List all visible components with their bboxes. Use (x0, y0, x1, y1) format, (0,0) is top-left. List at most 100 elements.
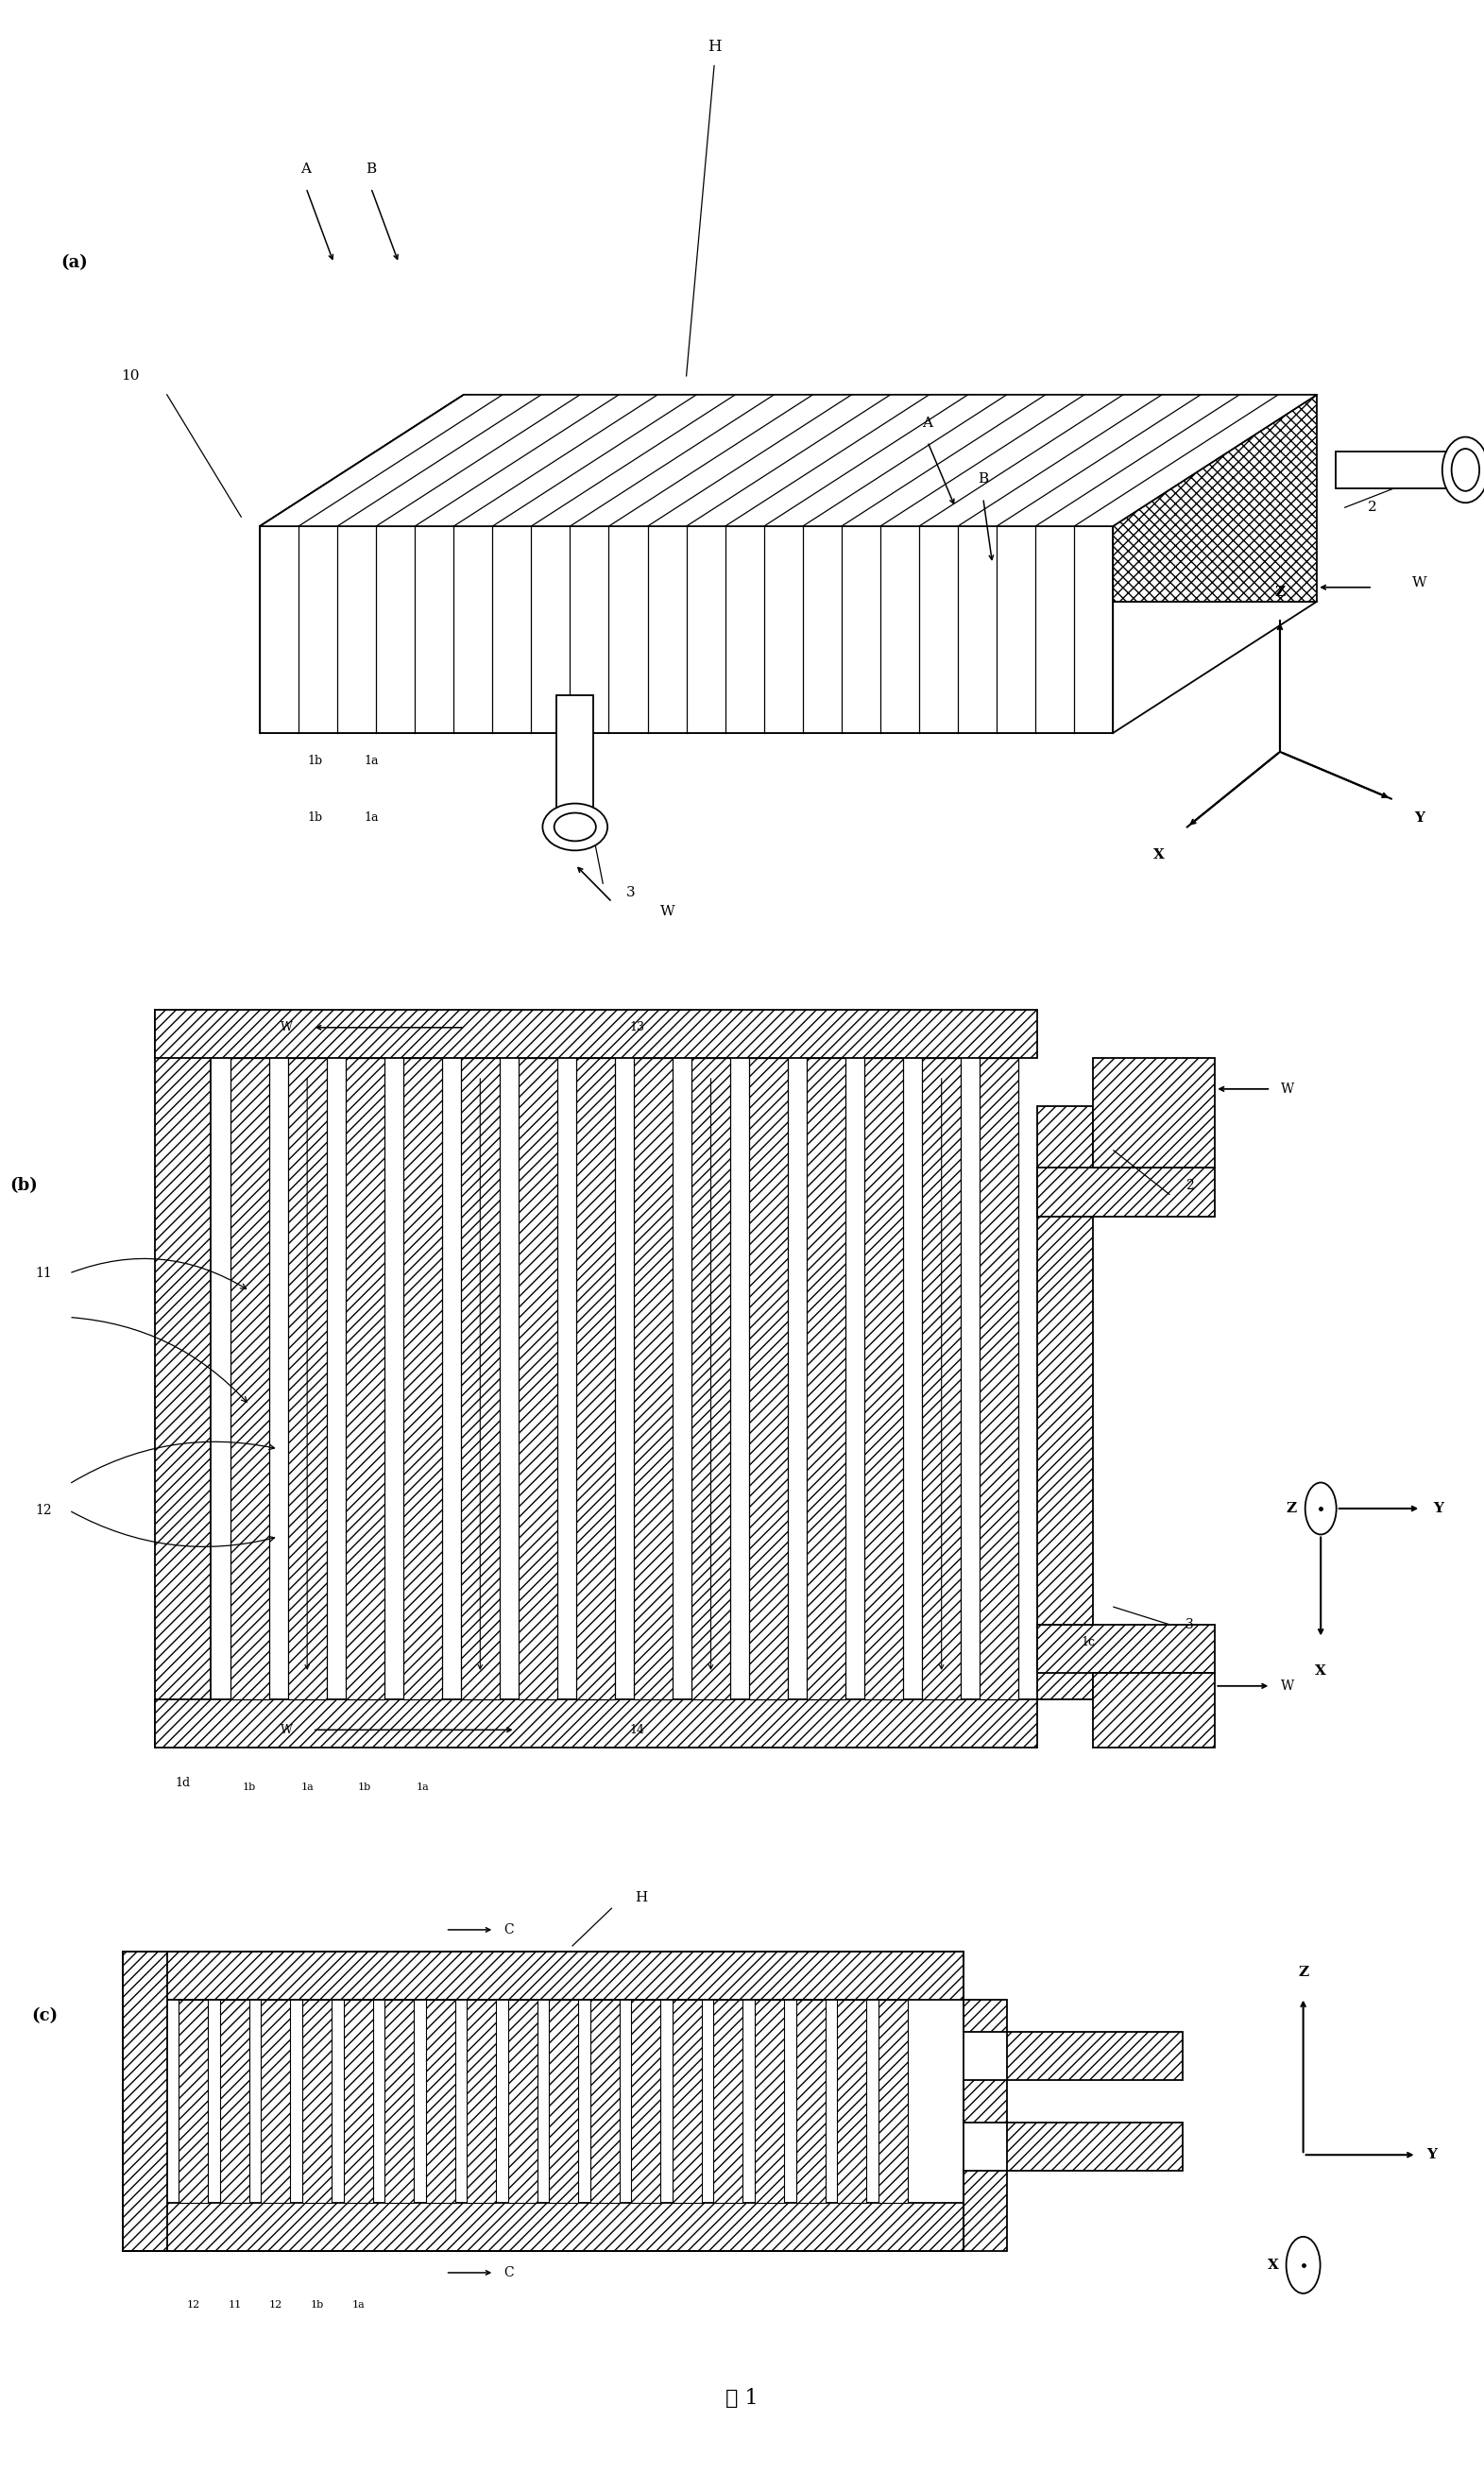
Text: B: B (365, 163, 377, 176)
Text: 3: 3 (626, 885, 635, 900)
Text: 13: 13 (629, 1021, 644, 1034)
Text: C: C (505, 2265, 513, 2280)
Bar (467, 1998, 496, 2203)
Bar (346, 1058, 384, 1699)
Bar (462, 1058, 500, 1699)
Bar (634, 1058, 672, 1699)
Text: 3: 3 (1186, 1617, 1193, 1632)
Text: 1a: 1a (364, 811, 378, 824)
Bar (963, 2171, 1008, 2250)
Text: (b): (b) (9, 1177, 37, 1194)
Bar (714, 1998, 743, 2203)
Text: Z: Z (1285, 1501, 1297, 1516)
Bar (220, 1998, 249, 2203)
Bar (807, 1058, 846, 1699)
Bar (303, 1998, 331, 2203)
Polygon shape (463, 396, 1318, 601)
Ellipse shape (554, 814, 597, 841)
Bar (1037, 1105, 1094, 1217)
Bar (230, 1058, 269, 1699)
Bar (261, 1998, 291, 2203)
Ellipse shape (1451, 448, 1480, 492)
Bar (1037, 1167, 1215, 1217)
Bar (865, 1058, 904, 1699)
Bar (123, 2203, 963, 2250)
Text: A: A (922, 415, 933, 430)
Text: (c): (c) (31, 2008, 58, 2023)
Bar (123, 1951, 963, 1998)
Text: Y: Y (1414, 811, 1425, 824)
Circle shape (1287, 2236, 1321, 2292)
Bar (404, 1058, 442, 1699)
Bar (879, 1998, 907, 2203)
Bar (963, 1998, 1008, 2033)
Ellipse shape (543, 804, 607, 851)
Bar (156, 1699, 1037, 1748)
Bar (1336, 450, 1466, 490)
Bar (576, 1058, 614, 1699)
Bar (1037, 1625, 1215, 1672)
Text: 11: 11 (229, 2300, 242, 2310)
Text: X: X (1315, 1664, 1327, 1677)
Text: 12: 12 (187, 2300, 200, 2310)
Text: 图 1: 图 1 (726, 2389, 758, 2409)
Text: 1b: 1b (307, 811, 324, 824)
Bar (343, 1998, 372, 2203)
Bar (556, 695, 594, 819)
Bar (591, 1998, 619, 2203)
Text: 1d: 1d (175, 1776, 191, 1788)
Ellipse shape (1442, 438, 1484, 502)
Text: A: A (301, 163, 312, 176)
Text: H: H (635, 1892, 647, 1904)
Polygon shape (260, 396, 463, 732)
Text: W: W (660, 905, 675, 917)
Text: W: W (1281, 1679, 1294, 1692)
Text: 12: 12 (36, 1504, 52, 1516)
Bar (1008, 2122, 1183, 2171)
Text: 12: 12 (269, 2300, 282, 2310)
Text: 2: 2 (1368, 502, 1377, 514)
Bar (922, 1058, 960, 1699)
Text: C: C (505, 1924, 513, 1936)
Text: B: B (978, 472, 988, 485)
Bar (749, 1058, 788, 1699)
Bar (1094, 1058, 1215, 1167)
Text: 1b: 1b (243, 1783, 257, 1790)
Text: 1b: 1b (358, 1783, 371, 1790)
Bar (979, 1058, 1018, 1699)
Polygon shape (260, 396, 1318, 527)
Bar (288, 1058, 326, 1699)
Text: 1a: 1a (301, 1783, 313, 1790)
Bar (631, 1998, 660, 2203)
Bar (426, 1998, 456, 2203)
Text: X: X (1267, 2258, 1279, 2273)
Polygon shape (260, 527, 1113, 732)
Bar (123, 1951, 168, 2250)
Text: 1c: 1c (1082, 1637, 1095, 1647)
Text: 11: 11 (36, 1266, 52, 1281)
Bar (755, 1998, 784, 2203)
Text: W: W (1411, 576, 1426, 589)
Text: Y: Y (1426, 2149, 1437, 2161)
Text: 1b: 1b (307, 754, 324, 767)
Text: Y: Y (1434, 1501, 1444, 1516)
Bar (156, 1009, 211, 1748)
Text: 1b: 1b (310, 2300, 324, 2310)
Text: H: H (708, 40, 721, 54)
Bar (180, 1998, 208, 2203)
Bar (1008, 2033, 1183, 2080)
Bar (384, 1998, 414, 2203)
Bar (837, 1998, 867, 2203)
Text: 1a: 1a (352, 2300, 365, 2310)
Text: Z: Z (1298, 1966, 1309, 1978)
Text: W: W (280, 1021, 292, 1034)
Bar (692, 1058, 730, 1699)
Bar (549, 1998, 579, 2203)
Text: 2: 2 (1186, 1180, 1193, 1192)
Bar (1037, 1625, 1094, 1699)
Bar (963, 2080, 1008, 2122)
Text: 1a: 1a (364, 754, 378, 767)
Bar (795, 1998, 825, 2203)
Text: W: W (1281, 1083, 1294, 1096)
Bar (518, 1058, 556, 1699)
